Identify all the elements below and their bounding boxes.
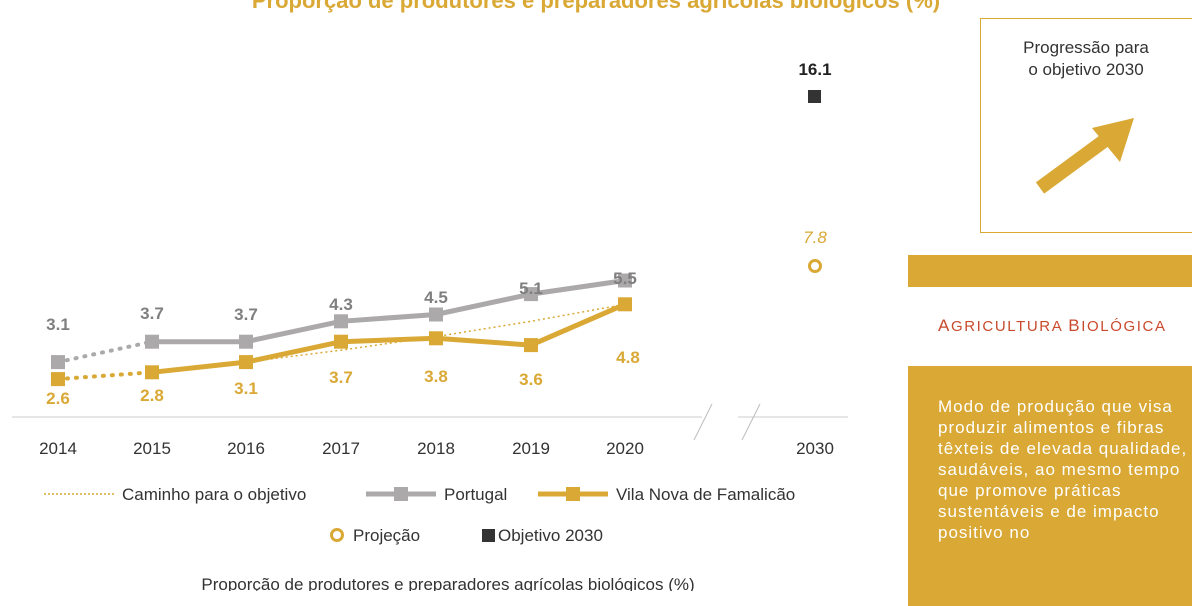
target-2030-label: 16.1 — [798, 60, 831, 79]
projection-2030-marker — [808, 259, 822, 273]
portugal-marker — [239, 334, 253, 349]
legend-vnf-label: Vila Nova de Famalicão — [616, 485, 795, 504]
description-box: Modo de produção que visa produzir alime… — [908, 366, 1192, 606]
portugal-marker — [618, 273, 632, 288]
portugal-marker — [145, 334, 159, 349]
vnf-marker — [51, 372, 65, 387]
vnf-marker — [618, 297, 632, 312]
x-tick-label: 2020 — [606, 439, 644, 458]
section-title-initial-b: B — [1068, 316, 1082, 335]
x-tick-label: 2017 — [322, 439, 360, 458]
x-tick-label: 2016 — [227, 439, 265, 458]
vnf-marker — [524, 338, 538, 353]
x-tick-label: 2018 — [417, 439, 455, 458]
vnf-data-label: 4.8 — [616, 348, 640, 367]
portugal-data-label: 3.7 — [234, 305, 258, 324]
section-title-initial-a: A — [938, 316, 951, 335]
axis-break-mark — [741, 403, 761, 441]
axis-break-mark — [693, 403, 713, 441]
vnf-data-label: 3.8 — [424, 367, 448, 386]
legend-projection-marker — [330, 528, 344, 542]
progress-box: Progressão para o objetivo 2030 — [980, 18, 1192, 233]
gold-divider-bar — [908, 255, 1192, 287]
vnf-data-label: 3.1 — [234, 379, 258, 398]
portugal-marker — [51, 355, 65, 370]
legend-goal-path-label: Caminho para o objetivo — [122, 485, 306, 504]
arrow-up-right-icon — [1035, 118, 1134, 194]
x-tick-label: 2014 — [39, 439, 77, 458]
legend-portugal-marker — [394, 487, 408, 501]
section-title: AGRICULTURA BIOLÓGICA — [938, 316, 1167, 336]
vnf-marker — [334, 334, 348, 349]
vnf-marker — [429, 331, 443, 346]
vnf-marker — [145, 365, 159, 380]
portugal-data-label: 4.3 — [329, 295, 353, 314]
portugal-marker — [524, 287, 538, 302]
projection-2030-label: 7.8 — [803, 228, 827, 247]
x-tick-label: 2030 — [796, 439, 834, 458]
portugal-data-label: 5.1 — [519, 279, 543, 298]
series-markers — [51, 90, 822, 387]
legend-target-marker — [482, 529, 495, 542]
legend-projection-label: Projeção — [353, 526, 420, 545]
line-chart: 2014 2015 2016 2017 2018 2019 2020 2030 3.13.7 3… — [12, 60, 848, 591]
portugal-line — [152, 278, 626, 345]
vnf-marker — [239, 355, 253, 370]
legend-vnf-marker — [566, 487, 580, 501]
vnf-line — [151, 302, 626, 375]
top-title: Proporção de produtores e preparadores a… — [251, 0, 941, 13]
data-labels: 3.1 3.7 3.7 4.3 4.5 5.1 5.5 2.6 2.8 3.1 3.7 3.8 3.6 4… — [46, 60, 831, 408]
portugal-data-label: 4.5 — [424, 288, 448, 307]
portugal-data-label: 3.1 — [46, 315, 70, 334]
portugal-dotted-segment — [56, 339, 154, 365]
vnf-data-label: 3.7 — [329, 368, 353, 387]
legend-portugal-label: Portugal — [444, 485, 507, 504]
portugal-marker — [334, 314, 348, 329]
section-title-part1: GRICULTURA — [950, 318, 1069, 335]
portugal-marker — [429, 307, 443, 322]
x-tick-label: 2019 — [512, 439, 550, 458]
chart-caption: Proporção de produtores e preparadores a… — [201, 575, 694, 591]
legend-target-label: Objetivo 2030 — [498, 526, 603, 545]
vnf-data-label: 2.8 — [140, 386, 164, 405]
x-tick-label: 2015 — [133, 439, 171, 458]
section-title-part2: IOLÓGICA — [1081, 318, 1167, 335]
x-axis: 2014 2015 2016 2017 2018 2019 2020 2030 — [12, 403, 848, 458]
vnf-dotted-segment — [56, 370, 154, 382]
vnf-data-label: 2.6 — [46, 389, 70, 408]
progress-title: Progressão para o objetivo 2030 — [1023, 38, 1149, 79]
vnf-data-label: 3.6 — [519, 370, 543, 389]
portugal-data-label: 5.5 — [613, 269, 637, 288]
target-2030-marker — [808, 90, 821, 103]
portugal-data-label: 3.7 — [140, 304, 164, 323]
description-text: Modo de produção que visa produzir alime… — [938, 397, 1188, 542]
legend: Caminho para o objetivo Portugal Vila Nova… — [44, 485, 795, 545]
